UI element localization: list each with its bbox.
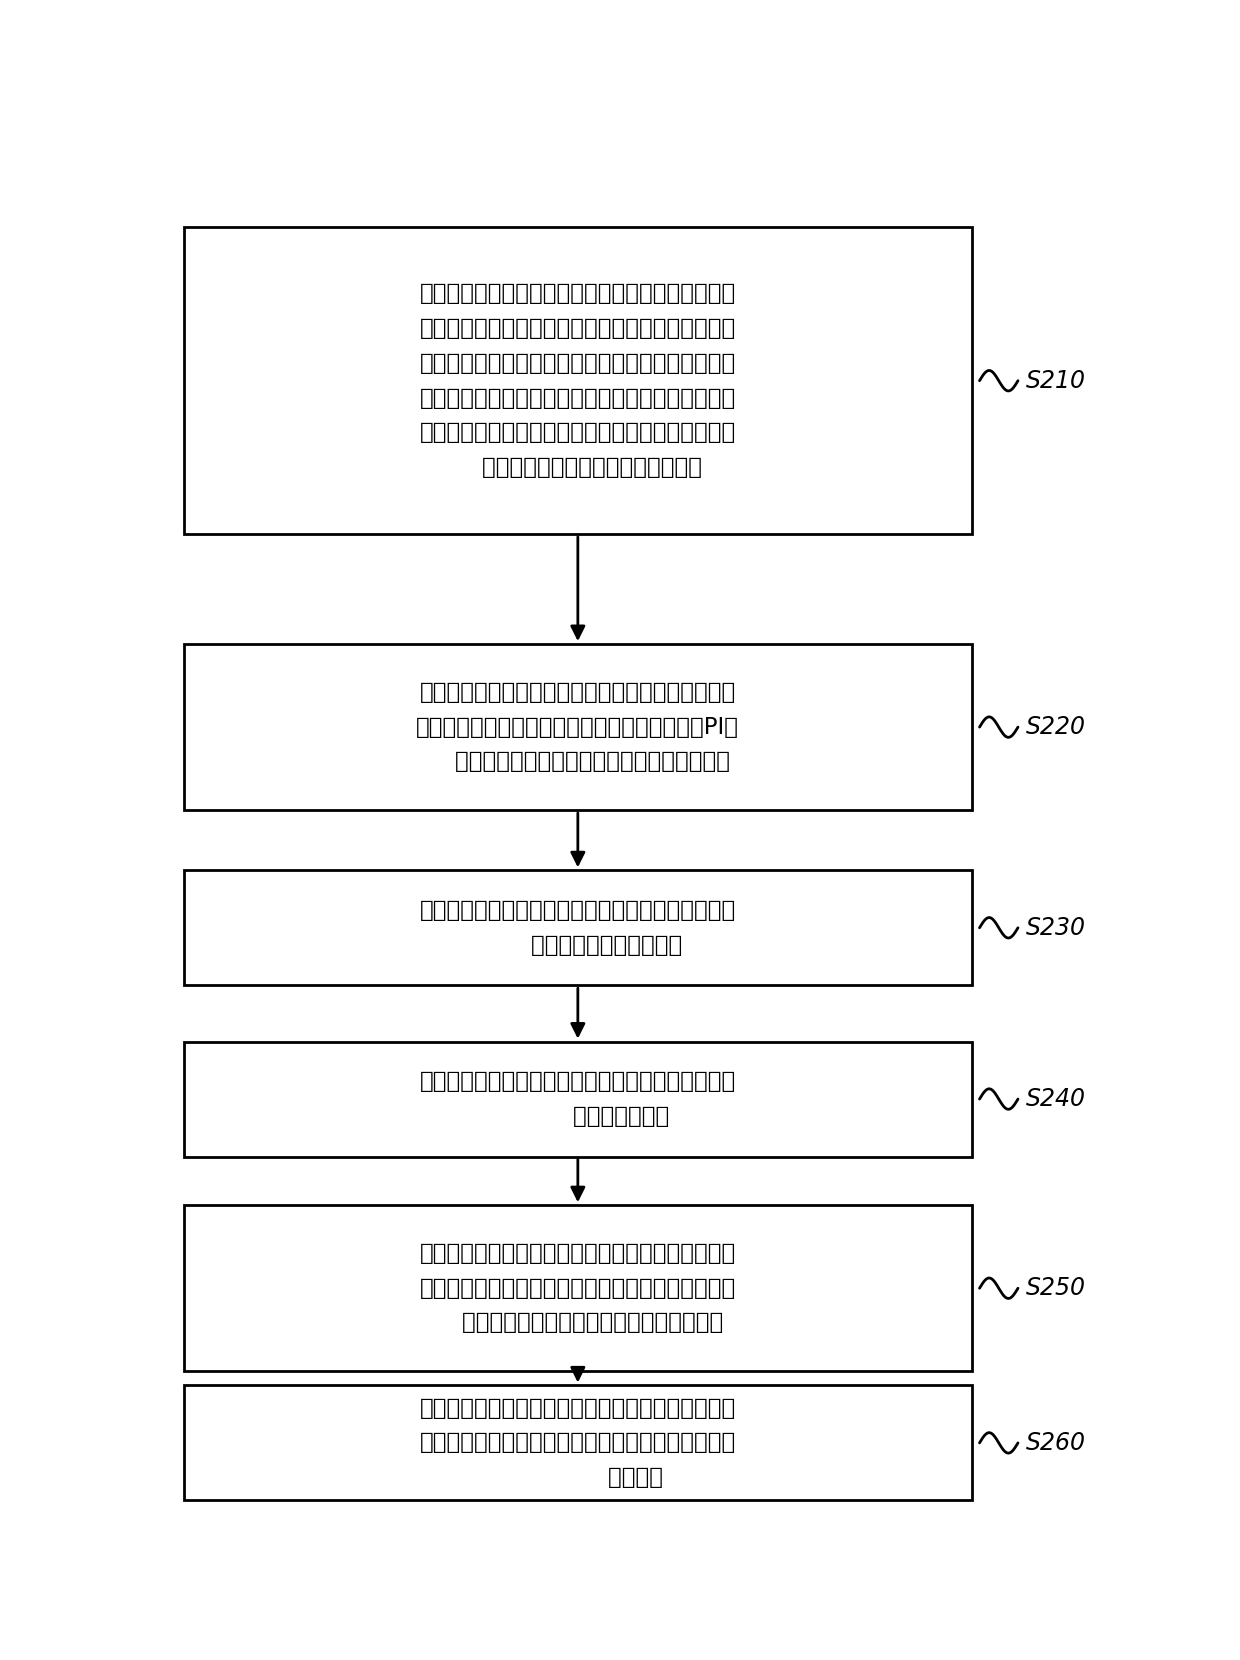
- Text: 根据所述电压模型磁链和所述电流模型磁链构建补偿
电压观测器，并通过对所述补偿电压观测器进行PI调
    节得到所述静止坐标系下的电压模型补偿电压: 根据所述电压模型磁链和所述电流模型磁链构建补偿 电压观测器，并通过对所述补偿电压…: [417, 681, 739, 774]
- Text: S230: S230: [1025, 916, 1086, 940]
- Text: S220: S220: [1025, 715, 1086, 739]
- Bar: [184, 227, 972, 535]
- Text: S250: S250: [1025, 1277, 1086, 1300]
- Bar: [184, 1386, 972, 1501]
- Text: S210: S210: [1025, 369, 1086, 393]
- Bar: [184, 1041, 972, 1157]
- Text: 根据修正后的所述电压模型反电动势确定所述修正后
            的电压模型磁链: 根据修正后的所述电压模型反电动势确定所述修正后 的电压模型磁链: [419, 1071, 737, 1127]
- Text: 根据所述映射关系确定所述永磁同步电机的转子位置
信息，并通过所述转子位置信息控制所述永磁同步电
                机的速度: 根据所述映射关系确定所述永磁同步电机的转子位置 信息，并通过所述转子位置信息控制…: [419, 1396, 737, 1489]
- Bar: [184, 870, 972, 986]
- Bar: [184, 1205, 972, 1371]
- Text: S240: S240: [1025, 1087, 1086, 1111]
- Text: S260: S260: [1025, 1431, 1086, 1454]
- Text: 基于在所述旋转坐标系下的所述电压方程建立电压观
测器，并根据所述电流模型磁链和所述修正后的电压
    模型磁链确定与所述电压观测器的映射关系: 基于在所述旋转坐标系下的所述电压方程建立电压观 测器，并根据所述电流模型磁链和所…: [419, 1242, 737, 1335]
- Bar: [184, 644, 972, 810]
- Text: 基于所述电压模型补偿电压修正在所述静止坐标系下
        的所述电压模型反电动势: 基于所述电压模型补偿电压修正在所述静止坐标系下 的所述电压模型反电动势: [419, 900, 737, 956]
- Text: 基于所述永磁同步电机在所述静止坐标系下的电压方
程确定电压模型反电动势，并将所述电压模型反电动
势经过预设低通滤波器得到所述电压模型磁链；基于
所述永磁同步电机: 基于所述永磁同步电机在所述静止坐标系下的电压方 程确定电压模型反电动势，并将所述…: [419, 282, 737, 480]
